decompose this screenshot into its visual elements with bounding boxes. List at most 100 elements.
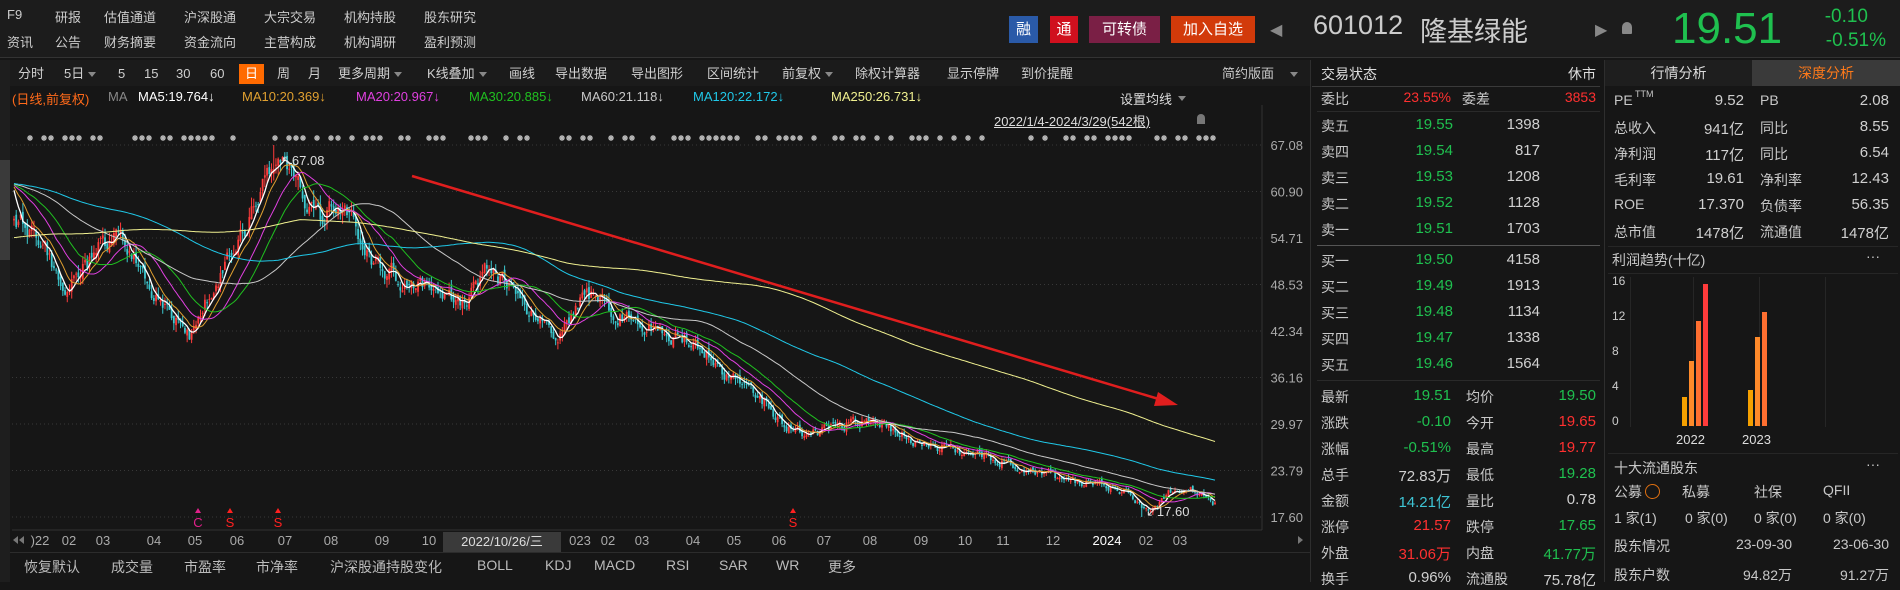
toolbar-item[interactable]: 到价提醒 [1021,66,1074,81]
info-marker-icon[interactable] [1175,135,1181,141]
info-marker-icon[interactable] [300,135,306,141]
info-marker-icon[interactable] [195,135,201,141]
prev-stock-icon[interactable]: ◀ [1270,22,1283,39]
toolbar-item[interactable]: K线叠加 [427,66,475,81]
info-marker-icon[interactable] [678,135,684,141]
indicator-tab[interactable]: KDJ [545,557,572,573]
indicator-tab[interactable]: 更多 [828,559,856,575]
toolbar-item[interactable]: 周 [277,66,291,81]
topnav-item[interactable]: 财务摘要 [104,35,157,50]
tab-market-analysis[interactable]: 行情分析 [1605,60,1752,86]
kline-chart[interactable]: 67.08 60.90 54.71 48.53 42.34 36.16 29.97 23.79… [0,0,1310,560]
info-marker-icon[interactable] [685,135,691,141]
info-marker-icon[interactable] [629,135,635,141]
info-marker-icon[interactable] [146,135,152,141]
info-marker-icon[interactable] [27,135,33,141]
info-marker-icon[interactable] [790,135,796,141]
badge-1[interactable]: 通 [1050,16,1078,43]
info-marker-icon[interactable] [1119,135,1125,141]
indicator-tab[interactable]: SAR [719,557,748,573]
info-marker-icon[interactable] [580,135,586,141]
info-marker-icon[interactable] [517,135,523,141]
info-marker-icon[interactable] [1084,135,1090,141]
ma-legend-item[interactable]: MA20:20.967↓ [356,89,440,104]
next-stock-icon[interactable]: ▶ [1595,22,1608,39]
info-marker-icon[interactable] [755,135,761,141]
info-marker-icon[interactable] [776,135,782,141]
indicator-tab[interactable]: 市净率 [256,559,298,575]
info-marker-icon[interactable] [440,135,446,141]
indicator-tab[interactable]: 成交量 [111,559,153,575]
ma-legend-item[interactable]: MA10:20.369↓ [242,89,326,104]
info-marker-icon[interactable] [62,135,68,141]
set-ma-button[interactable]: 设置均线 [1120,92,1173,107]
profit-bar[interactable] [1762,312,1767,426]
profit-bar[interactable] [1748,390,1753,426]
info-marker-icon[interactable] [139,135,145,141]
info-marker-icon[interactable] [335,135,341,141]
info-marker-icon[interactable] [566,135,572,141]
toolbar-item[interactable]: 5日 [64,66,85,81]
info-marker-icon[interactable] [1182,135,1188,141]
info-marker-icon[interactable] [181,135,187,141]
ma-legend-item[interactable]: MA120:22.172↓ [693,89,785,104]
info-marker-icon[interactable] [797,135,803,141]
info-marker-icon[interactable] [314,135,320,141]
left-vertical-tabs[interactable] [0,60,10,582]
layout-button[interactable]: 简约版面 [1222,66,1275,81]
info-marker-icon[interactable] [188,135,194,141]
scroll-right-icon[interactable] [1298,536,1303,544]
topnav-item[interactable]: 机构调研 [344,35,397,50]
toolbar-item[interactable]: 分时 [18,66,45,81]
info-marker-icon[interactable] [622,135,628,141]
info-marker-icon[interactable] [286,135,292,141]
toolbar-item[interactable]: 15 [144,66,159,81]
info-marker-icon[interactable] [1210,135,1216,141]
event-marker-label[interactable]: S [274,515,283,530]
info-marker-icon[interactable] [671,135,677,141]
info-marker-icon[interactable] [559,135,565,141]
scroll-left-icon[interactable] [13,536,18,544]
profit-bar[interactable] [1682,397,1687,426]
info-marker-icon[interactable] [839,135,845,141]
info-marker-icon[interactable] [69,135,75,141]
info-marker-icon[interactable] [209,135,215,141]
info-marker-icon[interactable] [888,135,894,141]
topnav-item[interactable]: 资讯 [7,35,34,50]
info-marker-icon[interactable] [167,135,173,141]
info-marker-icon[interactable] [734,135,740,141]
toolbar-item[interactable]: 导出数据 [555,66,608,81]
profit-bar[interactable] [1689,361,1694,426]
topnav-item[interactable]: 机构持股 [344,10,397,25]
info-marker-icon[interactable] [230,135,236,141]
topnav-item[interactable]: 公告 [55,35,82,50]
topnav-item[interactable]: 估值通道 [104,10,157,25]
info-marker-icon[interactable] [979,135,985,141]
info-marker-icon[interactable] [1154,135,1160,141]
info-marker-icon[interactable] [699,135,705,141]
indicator-tab[interactable]: WR [776,557,800,573]
info-marker-icon[interactable] [426,135,432,141]
indicator-tab[interactable]: 沪深股通持股变化 [330,559,442,575]
bell-icon[interactable] [1622,22,1632,34]
info-marker-icon[interactable] [482,135,488,141]
info-marker-icon[interactable] [762,135,768,141]
toolbar-item[interactable]: 60 [210,66,225,81]
info-marker-icon[interactable] [293,135,299,141]
info-marker-icon[interactable] [1126,135,1132,141]
topnav-item[interactable]: 大宗交易 [264,10,317,25]
help-icon[interactable] [1645,484,1660,499]
topnav-item[interactable]: 研报 [55,10,82,25]
trend-arrow-line[interactable] [411,174,1163,402]
holder-type-tab[interactable]: 私募 [1682,484,1710,500]
event-marker-label[interactable]: C [193,515,202,530]
topnav-item[interactable]: 股东研究 [424,10,477,25]
ma-legend-item[interactable]: MA60:21.118↓ [581,89,664,104]
info-marker-icon[interactable] [1070,135,1076,141]
info-marker-icon[interactable] [1063,135,1069,141]
info-marker-icon[interactable] [706,135,712,141]
info-marker-icon[interactable] [433,135,439,141]
holder-type-tab[interactable]: 社保 [1754,484,1782,500]
info-marker-icon[interactable] [923,135,929,141]
more-icon[interactable]: ··· [1866,248,1880,264]
